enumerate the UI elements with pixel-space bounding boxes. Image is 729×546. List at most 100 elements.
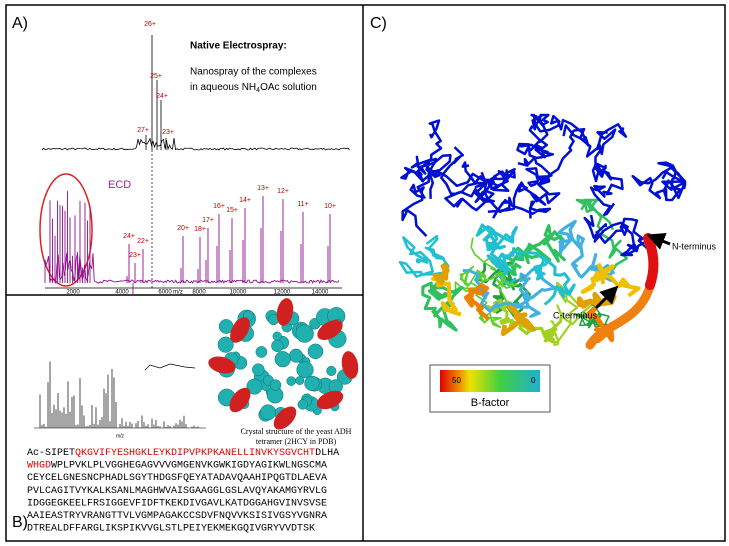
backbone <box>440 146 552 219</box>
tick-label: m/z <box>173 290 183 296</box>
spectrum <box>41 35 350 151</box>
peak-label: 13+ <box>257 185 269 192</box>
text: OAc solution <box>260 82 317 93</box>
text: 4 <box>256 87 260 94</box>
backbone <box>475 223 518 287</box>
highlight <box>39 173 93 287</box>
sequence-segment: CEYCELGNESNCPHADLSGYTHDGSFQEYATADAVQAAHI… <box>27 473 327 484</box>
backbone <box>431 267 462 317</box>
panel-label: A) <box>12 15 28 32</box>
title: Native Electrospray: <box>190 41 287 52</box>
sequence-segment: Ac-SIPET <box>27 448 75 459</box>
residue <box>297 399 308 410</box>
sequence-segment: IDGGEGKEELFRSIGGEVFIDFTKEKDIVGAVLKATDGGA… <box>27 498 327 509</box>
tick-label: 8000 <box>192 290 206 296</box>
ecd-label: ECD <box>108 179 131 191</box>
colorbar <box>440 370 540 392</box>
residue <box>295 324 314 343</box>
residue <box>246 378 263 395</box>
residue <box>295 376 305 385</box>
backbone <box>516 114 590 167</box>
backbone <box>525 113 555 188</box>
sequence-line: PVLCAGITVYKALKSANLMAGHWVAISGAAGGLGSLAVQY… <box>27 485 327 496</box>
colorbar-min: 0 <box>531 376 536 385</box>
residue <box>271 339 284 353</box>
colorbar-max: 50 <box>452 376 461 385</box>
sheet <box>317 320 343 340</box>
peak-label: 11+ <box>297 201 308 208</box>
residue <box>255 346 268 358</box>
backbone <box>398 234 450 278</box>
backbone <box>400 154 516 199</box>
tick-label: 10000 <box>230 290 247 296</box>
description: Nanospray of the complexes <box>190 67 317 78</box>
spectrum <box>39 361 199 428</box>
sequence-line: Ac-SIPETQKGVIFYESHGKLEYKDIPVPKPKANELLINV… <box>27 448 339 459</box>
tick-label: 14000 <box>312 290 329 296</box>
tick-label: 4000 <box>115 290 129 296</box>
backbone <box>487 127 617 213</box>
sheet <box>276 298 294 326</box>
annotation: N-terminus <box>672 241 717 251</box>
backbone <box>503 224 567 277</box>
residue <box>326 365 337 376</box>
backbone <box>464 283 490 321</box>
frame <box>5 4 726 542</box>
residue <box>286 376 296 386</box>
peak-label: 15+ <box>226 207 238 214</box>
peak-label: 10+ <box>324 203 336 210</box>
arrow <box>646 232 671 250</box>
description: in aqueous NH4OAc solution <box>190 82 317 94</box>
backbone <box>575 198 629 271</box>
sequence-line: AAIEASTRYVRANGTTVLVGMPAGAKCCSDVFNQVVKSIS… <box>27 511 327 522</box>
annotation: C-terminus <box>553 310 598 320</box>
peak-label: 25+ <box>150 73 162 80</box>
sequence-line: IDGGEGKEELFRSIGGEVFIDFTKEKDIVGAVLKATDGGA… <box>27 498 327 509</box>
sheet <box>273 406 297 430</box>
backbone <box>631 161 687 202</box>
sequence-segment: WPLPVKLPLVGGHEGAGVVVGMGENVKGWKIGDYAGIKWL… <box>51 460 327 471</box>
residue <box>252 363 265 376</box>
peak-label: 12+ <box>277 188 289 195</box>
backbone <box>600 272 641 298</box>
sequence-segment: DLHA <box>315 448 339 459</box>
sheet <box>229 387 251 413</box>
backbone <box>500 305 536 337</box>
residue <box>289 348 304 363</box>
spectrum <box>44 190 340 295</box>
caption: tetramer (2HCY in PDB) <box>256 437 337 446</box>
sheet <box>208 356 236 374</box>
sheet <box>316 390 344 410</box>
sequence-segment: WHGD <box>27 460 51 471</box>
caption: Crystal structure of the yeast ADH <box>241 427 352 436</box>
residue <box>307 343 324 360</box>
backbone <box>495 246 576 306</box>
peak-label: 24+ <box>123 233 135 240</box>
terminus-tube <box>643 233 659 290</box>
peak-label: 14+ <box>239 197 251 204</box>
backbone <box>421 276 464 332</box>
peak-label: 27+ <box>137 127 149 134</box>
sequence-line: WHGDWPLPVKLPLVGGHEGAGVVVGMGENVKGWKIGDYAG… <box>27 460 327 471</box>
backbone <box>583 214 652 257</box>
residue <box>272 331 282 341</box>
sequence-line: CEYCELGNESNCPHADLSGYTHDGSFQEYATADAVQAAHI… <box>27 473 327 484</box>
residue <box>304 375 320 391</box>
peak-label: 17+ <box>202 217 214 224</box>
sequence: Ac-SIPETQKGVIFYESHGKLEYKDIPVPKPKANELLINV… <box>27 448 339 535</box>
peak-label: 18+ <box>194 226 206 233</box>
peak-label: 23+ <box>129 252 141 259</box>
sheet <box>230 317 250 343</box>
backbone <box>474 269 518 329</box>
sequence-segment: PVLCAGITVYKALKSANLMAGHWVAISGAAGGLGSLAVQY… <box>27 485 327 496</box>
residue <box>274 351 291 368</box>
residue <box>296 361 314 379</box>
tick-label: 2000 <box>66 290 80 296</box>
backbone <box>401 119 443 237</box>
backbone <box>485 298 564 343</box>
panel-label: B) <box>12 514 28 531</box>
peak-label: 26+ <box>144 21 156 28</box>
panel-label: C) <box>370 15 387 32</box>
